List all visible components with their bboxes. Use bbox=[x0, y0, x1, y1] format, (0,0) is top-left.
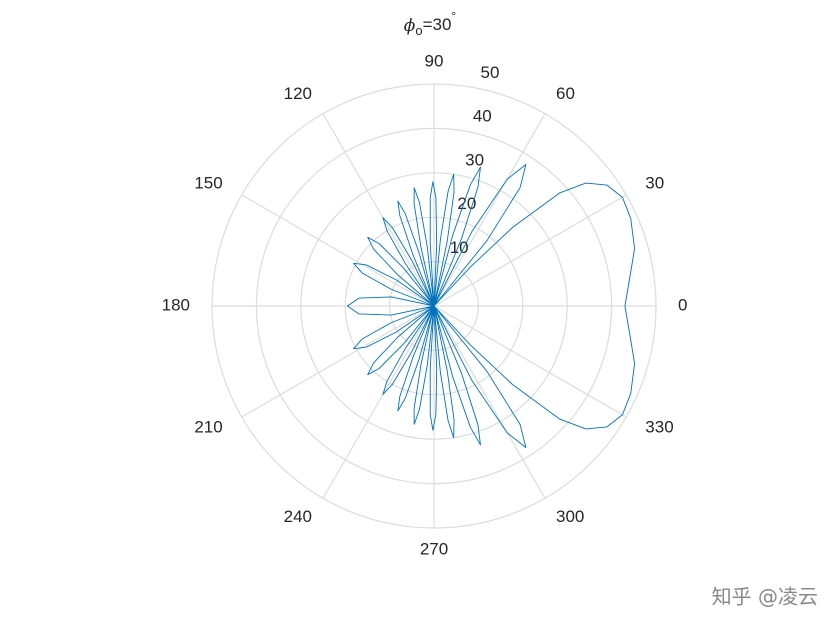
theta-grid-line bbox=[241, 305, 435, 418]
r-tick-label: 30 bbox=[465, 150, 484, 169]
theta-tick-label: 0 bbox=[678, 295, 687, 314]
theta-tick-label: 300 bbox=[556, 507, 584, 526]
theta-grid-line bbox=[433, 194, 627, 307]
theta-tick-label: 240 bbox=[284, 507, 312, 526]
polar-line bbox=[346, 164, 636, 448]
title-sub: o bbox=[415, 23, 422, 38]
r-tick-label: 20 bbox=[457, 194, 476, 213]
r-grid-circle bbox=[344, 216, 524, 396]
theta-tick-label: 270 bbox=[420, 539, 448, 558]
theta-tick-label: 330 bbox=[645, 417, 673, 436]
theta-tick-label: 90 bbox=[425, 51, 444, 70]
theta-grid-line bbox=[433, 305, 627, 418]
r-grid-circle bbox=[389, 261, 480, 352]
theta-tick-label: 210 bbox=[194, 417, 222, 436]
theta-grid-line bbox=[322, 113, 435, 307]
theta-grid-line bbox=[433, 305, 546, 499]
theta-grid-line bbox=[322, 305, 435, 499]
chart-title: ϕo=30° bbox=[404, 9, 457, 38]
r-tick-label: 40 bbox=[473, 107, 492, 126]
theta-tick-label: 60 bbox=[556, 84, 575, 103]
theta-tick-label: 30 bbox=[645, 173, 664, 192]
r-grid-circle bbox=[255, 127, 613, 485]
watermark: 知乎 @凌云 bbox=[712, 585, 818, 609]
theta-grid-line bbox=[433, 113, 546, 307]
theta-grid-line bbox=[241, 194, 435, 307]
title-text: =30 bbox=[423, 15, 452, 34]
theta-tick-label: 150 bbox=[194, 173, 222, 192]
r-grid-circle bbox=[300, 172, 568, 440]
theta-tick-label: 180 bbox=[162, 295, 190, 314]
r-tick-label: 10 bbox=[450, 238, 469, 257]
r-grid-circle bbox=[211, 83, 657, 529]
title-symbol: ϕ bbox=[404, 16, 416, 36]
theta-tick-label: 120 bbox=[284, 84, 312, 103]
title-sup: ° bbox=[451, 9, 456, 23]
r-tick-label: 50 bbox=[481, 63, 500, 82]
